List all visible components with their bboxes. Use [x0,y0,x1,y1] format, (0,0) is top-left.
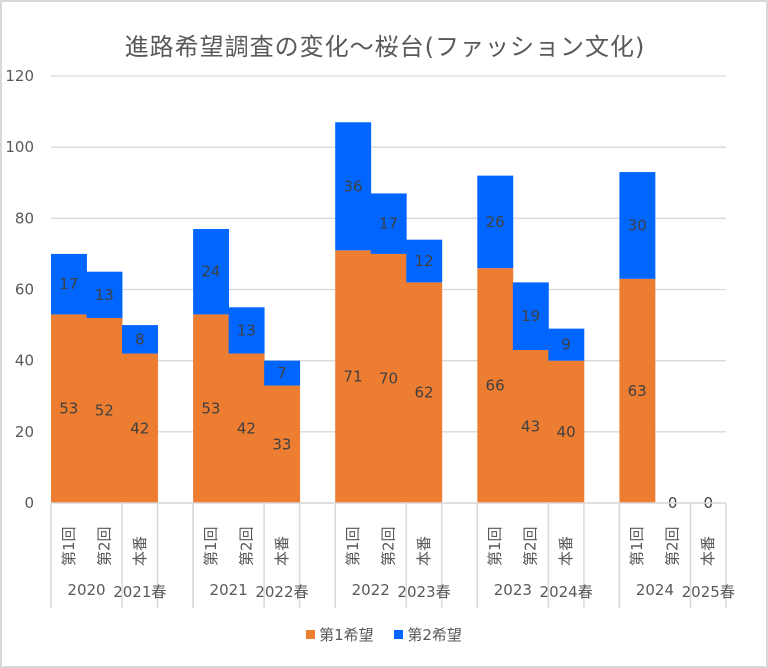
data-label: 66 [486,377,505,395]
data-label: 33 [272,435,291,453]
legend-label: 第2希望 [407,626,462,644]
category-label: 第2回 [380,526,398,566]
bar-first-choice [193,314,230,503]
data-label: 19 [521,307,540,325]
data-label: 12 [414,252,433,270]
bar-first-choice [51,314,87,503]
y-tick-label: 80 [15,209,34,227]
category-label: 第1回 [344,526,362,566]
data-label: 26 [486,213,505,231]
data-label: 30 [628,216,647,234]
bar-second-choice [228,307,265,354]
group-year-label: 2022 [352,581,390,599]
y-tick-label: 120 [5,67,34,85]
category-label: 本番 [557,536,575,566]
category-label: 本番 [415,536,433,566]
bar-second-choice [335,122,372,251]
chart-title: 進路希望調査の変化～桜台(ファッション文化) [124,33,646,61]
y-tick-label: 20 [15,423,34,441]
legend-item-second-choice[interactable]: 第2希望 [394,624,462,645]
bar-first-choice [86,317,123,503]
y-tick-label: 60 [15,281,34,299]
data-label: 63 [628,382,647,400]
bar-second-choice [193,229,230,315]
category-label: 第2回 [95,526,113,566]
bar-first-choice [512,349,549,503]
data-label: 36 [343,177,362,195]
data-label: 40 [557,423,576,441]
data-label: 9 [561,336,571,354]
bar-first-choice [406,282,443,503]
legend-swatch-first-choice [306,630,316,639]
group-year-label: 2023 [494,581,532,599]
category-label: 第2回 [237,526,255,566]
bar-first-choice [619,278,656,503]
legend-swatch-second-choice [394,630,404,639]
data-label: 42 [130,419,149,437]
data-label: 17 [59,275,78,293]
bar-first-choice [548,360,585,503]
group-year-label: 2021 [210,581,248,599]
bar-first-choice [335,250,372,503]
data-label: 52 [95,401,114,419]
group-spring-label: 2021春 [113,583,166,601]
category-label: 本番 [131,536,149,566]
data-label: 7 [277,364,287,382]
y-tick-label: 100 [5,138,34,156]
bar-second-choice [264,360,301,386]
category-label: 第1回 [628,526,646,566]
bar-first-choice [122,353,158,503]
bar-second-choice [370,193,407,254]
legend: 第1希望 第2希望 [0,624,768,645]
data-label: 13 [237,321,256,339]
data-label: 70 [379,369,398,387]
category-label: 第2回 [522,526,540,566]
bar-second-choice [477,175,514,269]
bar-first-choice [370,253,407,503]
bar-second-choice [548,328,585,361]
y-tick-label: 40 [15,352,34,370]
data-label: 24 [201,263,220,281]
data-label: 53 [59,400,78,418]
bar-second-choice [86,271,123,318]
bar-first-choice [264,385,301,503]
bar-first-choice [228,353,265,503]
y-tick-label: 0 [24,494,34,512]
data-label: 42 [237,419,256,437]
data-label: 17 [379,215,398,233]
category-label: 第1回 [202,526,220,566]
bar-first-choice [477,268,514,503]
group-spring-label: 2022春 [255,583,308,601]
group-year-label: 2024 [636,581,674,599]
category-label: 第1回 [486,526,504,566]
data-label: 43 [521,417,540,435]
group-year-label: 2020 [67,581,105,599]
data-label: 62 [414,384,433,402]
data-label: 8 [135,330,145,348]
legend-item-first-choice[interactable]: 第1希望 [306,624,374,645]
group-spring-label: 2025春 [682,583,735,601]
bar-second-choice [619,172,656,279]
category-label: 本番 [699,536,717,566]
bar-second-choice [406,239,443,283]
category-label: 本番 [273,536,291,566]
bar-second-choice [122,325,158,354]
category-label: 第2回 [664,526,682,566]
legend-label: 第1希望 [319,626,374,644]
data-label: 13 [95,286,114,304]
group-spring-label: 2023春 [397,583,450,601]
data-label: 71 [343,368,362,386]
bar-second-choice [512,282,549,350]
data-label: 53 [201,400,220,418]
bar-second-choice [51,253,87,315]
category-label: 第1回 [60,526,78,566]
group-spring-label: 2024春 [540,583,593,601]
